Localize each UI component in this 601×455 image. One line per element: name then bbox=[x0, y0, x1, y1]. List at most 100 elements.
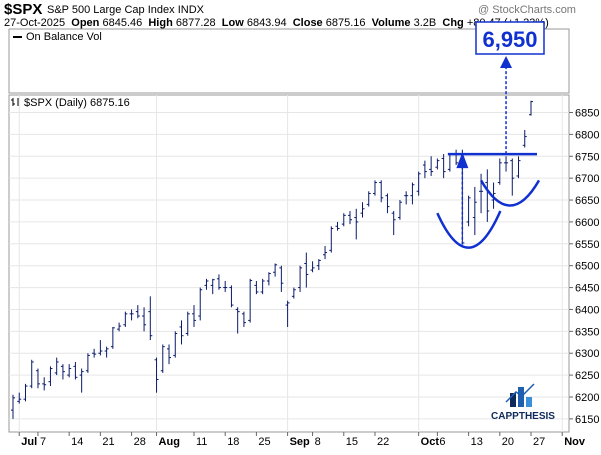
ohlc-bar bbox=[241, 311, 246, 327]
ohlc-bar bbox=[366, 191, 371, 207]
ohlc-bar bbox=[348, 210, 353, 225]
x-tick-label: 28 bbox=[134, 436, 146, 448]
y-tick-label: 6600 bbox=[575, 217, 599, 229]
y-tick-label: 6300 bbox=[575, 348, 599, 360]
y-tick-label: 6750 bbox=[575, 151, 599, 163]
target-projection-arrowhead bbox=[500, 56, 513, 68]
ohlc-bar bbox=[466, 195, 471, 227]
ohlc-bar bbox=[429, 156, 434, 176]
ohlc-bar bbox=[160, 344, 165, 373]
x-tick-label: 13 bbox=[471, 436, 483, 448]
ohlc-bar bbox=[391, 210, 396, 236]
ohlc-bar bbox=[385, 193, 390, 214]
ohlc-bar bbox=[35, 368, 40, 389]
ohlc-bar bbox=[204, 278, 209, 290]
ohlc-bar bbox=[29, 359, 34, 389]
ohlc-bar bbox=[110, 326, 115, 349]
x-tick-label: Nov bbox=[564, 436, 586, 448]
cup-arc bbox=[436, 210, 502, 249]
chart-security-name: S&P 500 Large Cap Index INDX bbox=[47, 4, 205, 16]
ohlc-bar bbox=[416, 171, 421, 196]
ohlc-bar bbox=[522, 130, 527, 148]
ohlc-bar bbox=[510, 158, 515, 196]
target-label: 6,950 bbox=[482, 27, 537, 52]
ohlc-bar bbox=[198, 287, 203, 321]
x-tick-label: 8 bbox=[315, 436, 321, 448]
ohlc-bar bbox=[67, 364, 72, 378]
y-tick-label: 6850 bbox=[575, 108, 599, 120]
ohlc-bar bbox=[210, 278, 215, 295]
handle-arc bbox=[479, 179, 541, 207]
logo-trend-line bbox=[505, 383, 535, 403]
x-axis: Jul 7 14 21 28 Aug 11 18 25 Sep 8 15 22 Oct 6 13 20 27 Nov bbox=[18, 432, 586, 448]
ohlc-bar bbox=[123, 311, 128, 327]
ohlc-bar bbox=[279, 265, 284, 292]
ohlc-bar bbox=[504, 156, 509, 172]
ohlc-bar bbox=[285, 300, 290, 327]
ohlc-bar bbox=[497, 158, 502, 185]
x-tick-label: Jul bbox=[21, 436, 37, 448]
logo-bar bbox=[510, 393, 516, 407]
ohlc-bar bbox=[323, 245, 328, 260]
ohlc-bar bbox=[422, 160, 427, 179]
ohlc-bar bbox=[135, 305, 140, 319]
ohlc-bar bbox=[235, 307, 240, 334]
ohlc-bar bbox=[104, 346, 109, 358]
logo-bar bbox=[526, 397, 532, 407]
ohlc-bar bbox=[485, 169, 490, 222]
y-tick-label: 6550 bbox=[575, 239, 599, 251]
ohlc-bar bbox=[335, 221, 340, 231]
x-tick-label: 20 bbox=[502, 436, 514, 448]
ohlc-bar bbox=[410, 182, 415, 205]
ohlc-bar bbox=[92, 348, 97, 358]
obv-legend: On Balance Vol bbox=[26, 31, 102, 43]
x-tick-label: Oct bbox=[421, 436, 440, 448]
ohlc-bar bbox=[316, 259, 321, 271]
price-legend: $SPX (Daily) 6875.16 bbox=[11, 97, 130, 109]
x-tick-label: 6 bbox=[439, 436, 445, 448]
ohlc-bar bbox=[79, 368, 84, 393]
ohlc-bar bbox=[273, 263, 278, 277]
ohlc-bar bbox=[329, 226, 334, 253]
y-tick-label: 6400 bbox=[575, 304, 599, 316]
y-tick-label: 6450 bbox=[575, 283, 599, 295]
ohlc-bar bbox=[254, 281, 259, 295]
ohlc-bar bbox=[472, 186, 477, 236]
ohlc-bar bbox=[248, 278, 253, 323]
ohlc-bar bbox=[291, 287, 296, 299]
y-tick-label: 6150 bbox=[575, 414, 599, 426]
depth-measure-arrowhead bbox=[456, 152, 469, 169]
y-tick-label: 6250 bbox=[575, 370, 599, 382]
ohlc-bar bbox=[372, 180, 377, 196]
x-tick-label: 27 bbox=[533, 436, 545, 448]
ohlc-bar bbox=[117, 322, 122, 332]
ohlc-bar bbox=[404, 191, 409, 205]
ohlc-bar bbox=[191, 305, 196, 327]
ohlc-bar bbox=[85, 353, 90, 373]
capp-thesis-logo: CAPPTHESIS bbox=[491, 383, 555, 422]
ohlc-bar bbox=[260, 278, 265, 295]
ohlc-bar bbox=[229, 285, 234, 308]
ohlc-bar bbox=[516, 156, 521, 179]
chart-ohlc-line: 27-Oct-2025 Open 6845.46 High 6877.28 Lo… bbox=[4, 17, 549, 29]
y-tick-label: 6350 bbox=[575, 326, 599, 338]
ohlc-bar bbox=[185, 311, 190, 336]
ohlc-bar bbox=[354, 208, 359, 240]
logo-text: CAPPTHESIS bbox=[491, 411, 555, 422]
x-tick-label: 7 bbox=[40, 436, 46, 448]
x-tick-label: Sep bbox=[290, 436, 310, 448]
ohlc-bar bbox=[310, 261, 315, 273]
ohlc-bar bbox=[379, 180, 384, 203]
pattern-annotations bbox=[436, 56, 541, 249]
x-tick-label: 18 bbox=[227, 436, 239, 448]
ohlc-bar bbox=[266, 272, 271, 286]
y-axis: 6150 6200 6250 6300 6350 6400 6450 6500 6550 6600… bbox=[569, 108, 599, 426]
ohlc-bar bbox=[11, 394, 15, 419]
grid bbox=[9, 95, 569, 432]
ohlc-bar bbox=[60, 364, 65, 380]
ohlc-bar bbox=[179, 320, 184, 345]
x-tick-label: 22 bbox=[377, 436, 389, 448]
price-legend-label: $SPX (Daily) 6875.16 bbox=[24, 97, 130, 109]
chart-symbol: $SPX bbox=[4, 1, 42, 18]
